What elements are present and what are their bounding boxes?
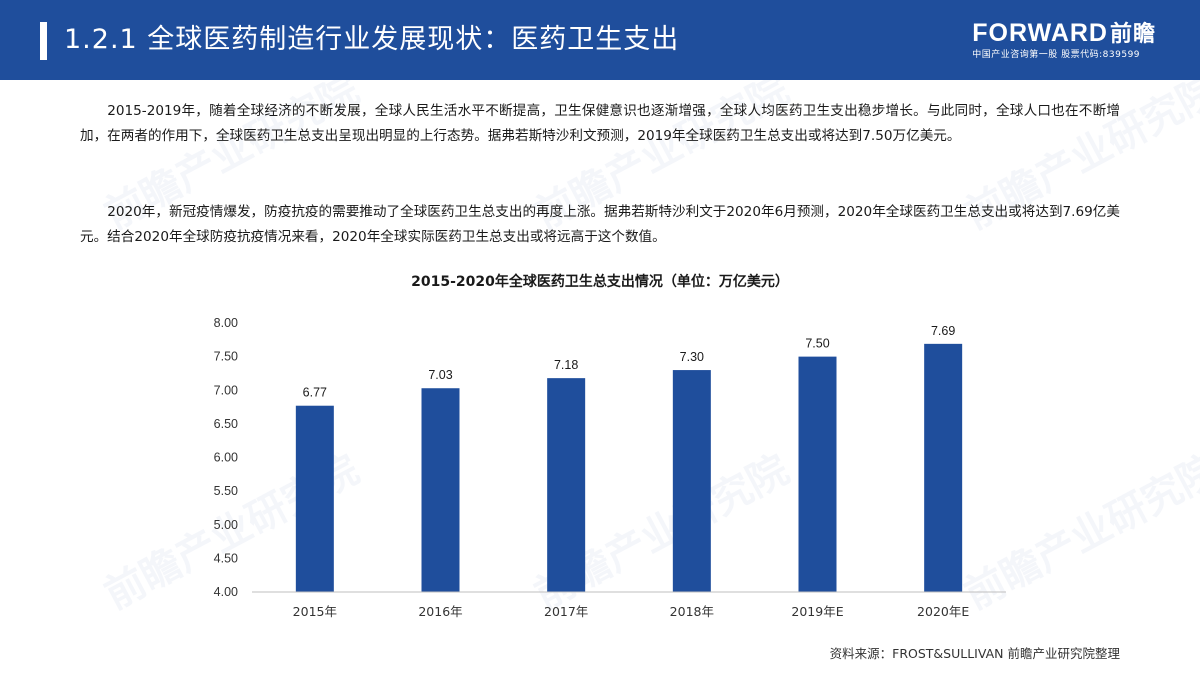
x-tick-label: 2016年 (418, 604, 462, 619)
paragraph-1: 2015-2019年，随着全球经济的不断发展，全球人民生活水平不断提高，卫生保健… (80, 103, 1120, 144)
forward-logo: FORWARD前瞻 中国产业咨询第一股 股票代码:839599 (972, 20, 1156, 62)
bars: 6.77 7.03 7.18 7.30 7.50 7.69 (295, 324, 963, 592)
y-tick-label: 4.00 (214, 585, 238, 599)
source-note: 资料来源：FROST&SULLIVAN 前瞻产业研究院整理 (829, 646, 1120, 661)
y-tick-label: 5.50 (214, 484, 238, 498)
data-label: 7.03 (428, 368, 452, 382)
x-tick-label: 2019年E (791, 604, 843, 619)
bar (421, 388, 460, 592)
bar-chart: 4.00 4.50 5.00 5.50 6.00 6.50 7.00 7.50 8.00 6.7… (214, 316, 1006, 619)
bar (672, 370, 711, 592)
x-tick-label: 2020年E (917, 604, 969, 619)
bar (798, 356, 837, 592)
y-tick-label: 4.50 (214, 551, 238, 565)
x-tick-label: 2015年 (293, 604, 337, 619)
logo-brand-en: FORWARD (972, 19, 1108, 47)
data-label: 6.77 (303, 386, 327, 400)
title-accent-bar (40, 22, 47, 60)
data-label: 7.30 (680, 350, 704, 364)
page-title: 1.2.1 全球医药制造行业发展现状：医药卫生支出 (64, 24, 680, 55)
bar (547, 378, 586, 592)
y-tick-label: 7.00 (214, 383, 238, 397)
bar (924, 343, 963, 592)
data-label: 7.18 (554, 358, 578, 372)
header-bar: 1.2.1 全球医药制造行业发展现状：医药卫生支出 FORWARD前瞻 中国产业… (0, 0, 1200, 80)
paragraph-2: 2020年，新冠疫情爆发，防疫抗疫的需要推动了全球医药卫生总支出的再度上涨。据弗… (80, 204, 1120, 245)
x-axis: 2015年 2016年 2017年 2018年 2019年E 2020年E (252, 591, 1006, 619)
logo-tagline: 中国产业咨询第一股 股票代码:839599 (972, 50, 1141, 60)
bar (295, 405, 334, 592)
y-tick-label: 6.00 (214, 451, 238, 465)
y-tick-label: 6.50 (214, 417, 238, 431)
logo-brand-cn: 前瞻 (1109, 22, 1156, 47)
x-tick-label: 2018年 (670, 604, 714, 619)
y-tick-label: 8.00 (214, 316, 238, 330)
data-label: 7.50 (805, 337, 829, 351)
y-tick-label: 5.00 (214, 518, 238, 532)
x-tick-label: 2017年 (544, 604, 588, 619)
logo-brand: FORWARD前瞻 (972, 20, 1156, 48)
y-tick-label: 7.50 (214, 350, 238, 364)
y-axis: 4.00 4.50 5.00 5.50 6.00 6.50 7.00 7.50 8.00 (214, 316, 238, 599)
data-label: 7.69 (931, 324, 955, 338)
chart-title: 2015-2020年全球医药卫生总支出情况（单位：万亿美元） (411, 274, 789, 290)
